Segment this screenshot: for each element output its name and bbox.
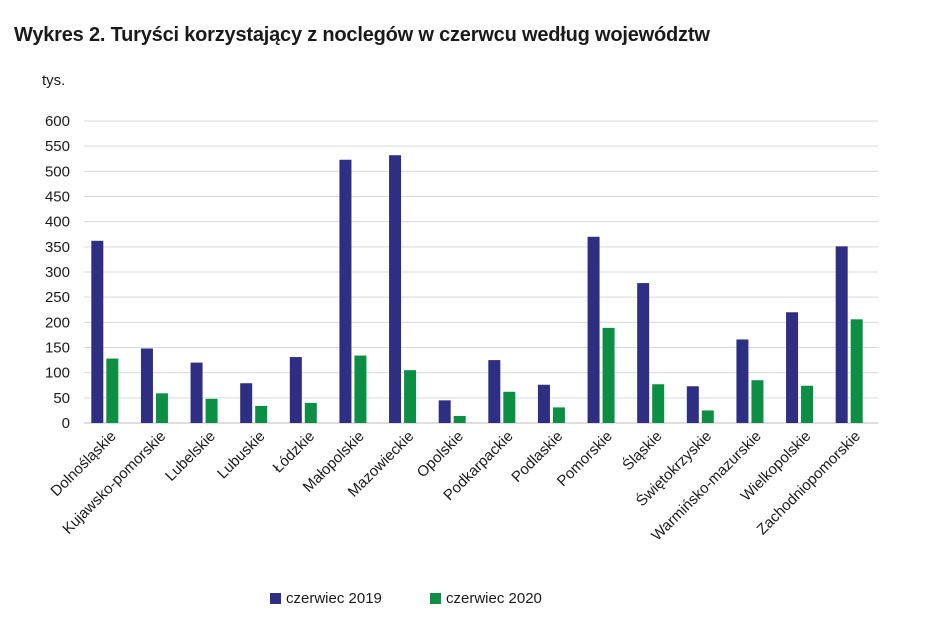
legend-swatch-2020	[430, 593, 441, 604]
bar-2020	[404, 370, 417, 423]
y-axis-unit-label: tys.	[42, 72, 66, 89]
y-tick-label: 300	[45, 264, 70, 281]
y-tick-label: 200	[45, 314, 70, 331]
x-category-label: Łódzkie	[270, 428, 319, 477]
bar-2019	[537, 384, 550, 423]
bar-2019	[190, 362, 203, 423]
bar-2020	[503, 391, 516, 423]
bar-2019	[686, 386, 699, 423]
bar-2019	[339, 159, 352, 424]
y-tick-label: 250	[45, 289, 70, 306]
bar-2019	[289, 357, 302, 423]
y-tick-label: 150	[45, 340, 70, 357]
legend-swatch-2019	[270, 593, 281, 604]
y-tick-label: 500	[45, 163, 70, 180]
x-category-label: Śląskie	[619, 427, 666, 474]
bar-2019	[786, 312, 799, 423]
bar-2020	[552, 407, 565, 423]
bar-2020	[652, 384, 665, 423]
y-tick-label: 350	[45, 239, 70, 256]
bar-2020	[106, 358, 119, 423]
bar-2020	[155, 393, 168, 423]
y-tick-label: 450	[45, 189, 70, 206]
bar-2019	[240, 383, 253, 423]
bar-2019	[637, 283, 650, 423]
legend-label-2019: czerwiec 2019	[286, 590, 382, 607]
bar-2019	[140, 348, 153, 423]
y-tick-label: 400	[45, 214, 70, 231]
x-category-label: Lubuskie	[214, 428, 268, 482]
chart-title: Wykres 2. Turyści korzystający z noclegó…	[14, 24, 710, 46]
bar-2020	[205, 398, 218, 423]
bar-2020	[701, 410, 714, 423]
x-category-label: Lubelskie	[162, 428, 219, 485]
bar-2019	[91, 240, 104, 423]
bar-2020	[751, 380, 764, 423]
bar-2020	[602, 327, 615, 423]
bar-2019	[587, 236, 600, 423]
y-tick-label: 100	[45, 365, 70, 382]
y-tick-label: 50	[53, 390, 70, 407]
y-tick-label: 0	[62, 415, 70, 432]
bar-2020	[255, 405, 268, 423]
bar-2020	[801, 385, 814, 423]
bar-2019	[736, 339, 749, 423]
y-tick-label: 600	[45, 113, 70, 130]
bar-2019	[488, 360, 501, 423]
bar-2020	[453, 415, 466, 423]
y-tick-label: 550	[45, 138, 70, 155]
bar-2019	[389, 155, 402, 423]
bar-2019	[835, 246, 848, 423]
bar-2020	[304, 402, 317, 423]
bar-2020	[354, 355, 367, 423]
legend-label-2020: czerwiec 2020	[446, 590, 542, 607]
bar-2019	[438, 400, 451, 423]
bar-2020	[850, 319, 863, 423]
